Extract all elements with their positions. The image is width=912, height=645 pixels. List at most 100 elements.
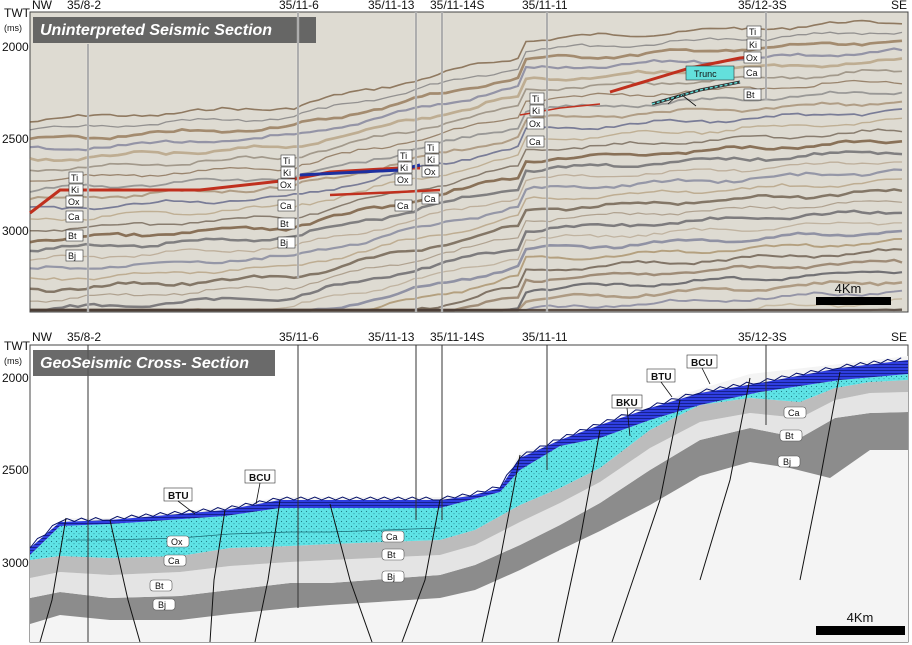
svg-text:BKU: BKU (616, 398, 638, 409)
well-35-12-3s-tags: Ti Ki Ox Ca Bt (743, 25, 762, 101)
well-label-35-11-13-bottom: 35/11-13 (368, 330, 415, 344)
svg-text:Ox: Ox (424, 167, 436, 177)
svg-text:Bt: Bt (785, 431, 794, 441)
seismic-reflector (30, 280, 903, 312)
layer-label-bj: Bj (152, 598, 176, 611)
svg-text:Ca: Ca (386, 532, 398, 542)
tag-ki: Ki (397, 161, 413, 174)
direction-nw-bottom: NW (32, 330, 53, 344)
faults (39, 371, 841, 643)
bj-unit (30, 412, 908, 624)
svg-text:Ca: Ca (168, 556, 180, 566)
svg-text:Bj: Bj (387, 572, 395, 582)
geo-scale-label: 4Km (847, 610, 874, 625)
tag-ox: Ox (743, 51, 762, 64)
svg-text:Ki: Ki (532, 106, 540, 116)
direction-se-bottom: SE (891, 330, 907, 344)
tag-ca: Ca (394, 199, 413, 212)
layer-label-bt-mid: Bt (381, 548, 405, 561)
tag-ki: Ki (68, 183, 84, 196)
tick-2000-bottom: 2000 (2, 371, 29, 385)
well-label-35-8-2-bottom: 35/8-2 (67, 330, 101, 344)
geo-scale-bar (816, 626, 905, 635)
layer-label-ca-mid: Ca (381, 530, 405, 543)
tag-ox: Ox (526, 117, 545, 130)
well-label-35-12-3s-bottom: 35/12-3S (738, 330, 787, 344)
label-bku: BKU (611, 394, 643, 409)
well-label-35-11-6: 35/11-6 (279, 0, 319, 12)
label-btu-left: BTU (163, 487, 193, 502)
seismic-reflector (30, 298, 903, 311)
tick-3000: 3000 (2, 224, 29, 238)
svg-text:Ki: Ki (427, 155, 435, 165)
seismic-reflector (30, 307, 903, 312)
well-35-11-14s-tags: Ti Ki Ox Ca (421, 141, 440, 205)
svg-text:Ki: Ki (749, 40, 757, 50)
seismic-reflector (29, 188, 903, 294)
seismic-reflector (29, 178, 903, 281)
layer-label-bj-right: Bj (777, 455, 801, 468)
tag-ki: Ki (280, 166, 296, 179)
svg-text:BCU: BCU (249, 473, 271, 484)
tag-ki: Ki (529, 104, 545, 117)
well-35-8-2-tags: Ti Ki Ox Ca Bt Bj (65, 171, 84, 262)
svg-text:Ca: Ca (397, 201, 409, 211)
cretaceous-unit (30, 360, 908, 555)
svg-text:Bt: Bt (746, 90, 755, 100)
svg-text:Ox: Ox (397, 175, 409, 185)
seismic-reflector (29, 117, 903, 222)
seismic-reflector (29, 108, 903, 211)
tag-ca: Ca (65, 210, 84, 223)
svg-text:BTU: BTU (651, 372, 672, 383)
svg-text:Bj: Bj (280, 238, 288, 248)
geo-panel: GeoSeismic Cross- Section BTU BCU BKU BT… (29, 344, 909, 643)
seismic-reflector (29, 139, 903, 244)
label-leaders (177, 367, 711, 515)
tag-bj: Bj (277, 236, 296, 249)
svg-text:Ti: Ti (749, 27, 756, 37)
seismic-reflector (30, 128, 903, 232)
svg-text:Ti: Ti (283, 156, 290, 166)
tag-ti: Ti (424, 141, 440, 154)
tag-ti: Ti (529, 92, 545, 105)
well-label-35-12-3s: 35/12-3S (738, 0, 787, 12)
svg-text:Ca: Ca (68, 212, 80, 222)
unconformity-zigzag (29, 357, 902, 549)
seismic-scale-label: 4Km (835, 281, 862, 296)
tick-2500: 2500 (2, 132, 29, 146)
tag-ox: Ox (394, 173, 413, 186)
well-label-35-11-14s-bottom: 35/11-14S (430, 330, 485, 344)
well-35-11-13-tags: Ti Ki Ox Ca (394, 149, 413, 212)
tag-ti: Ti (397, 149, 413, 162)
svg-text:BTU: BTU (168, 491, 189, 502)
well-label-35-8-2: 35/8-2 (67, 0, 101, 12)
seismic-frame (29, 11, 909, 313)
axis-unit-ms: (ms) (4, 23, 22, 33)
svg-text:Bj: Bj (783, 457, 791, 467)
tick-3000-bottom: 3000 (2, 556, 29, 570)
seismic-key-horizon (329, 188, 441, 197)
seismic-reflector (29, 57, 903, 162)
seismic-reflector (29, 161, 902, 261)
svg-text:Ki: Ki (283, 168, 291, 178)
svg-text:Bt: Bt (387, 550, 396, 560)
tick-2000: 2000 (2, 40, 29, 54)
seismic-reflector (30, 289, 903, 311)
svg-text:Ti: Ti (400, 151, 407, 161)
geo-wells (87, 345, 767, 642)
tag-ox: Ox (65, 195, 84, 208)
tag-ca: Ca (421, 192, 440, 205)
tag-ox: Ox (277, 178, 296, 191)
well-label-35-11-14s: 35/11-14S (430, 0, 485, 12)
svg-text:Ti: Ti (532, 94, 539, 104)
seismic-reflector (29, 90, 903, 193)
tag-ki: Ki (746, 38, 762, 51)
layer-label-bj-mid: Bj (381, 570, 405, 583)
tag-bt: Bt (65, 229, 84, 242)
seismic-panel: Uninterpreted Seismic Section 4Km (29, 11, 909, 313)
layer-label-ca: Ca (163, 554, 187, 567)
svg-text:Ox: Ox (746, 53, 758, 63)
direction-nw: NW (32, 0, 53, 12)
seismic-reflector (29, 200, 903, 303)
seismic-title-box (33, 17, 316, 43)
